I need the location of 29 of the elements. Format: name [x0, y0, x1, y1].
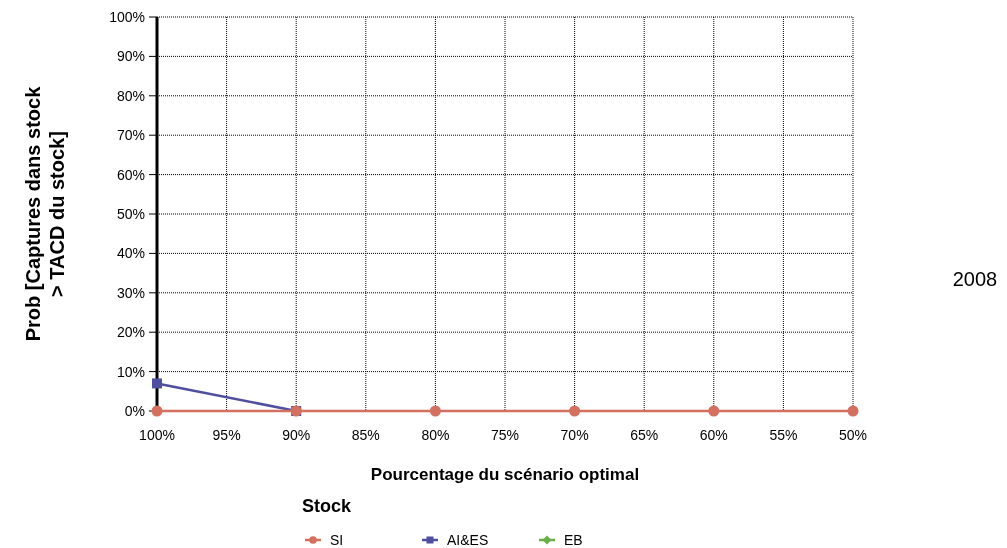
y-tick-label: 0%	[124, 402, 145, 419]
y-tick-label: 100%	[109, 8, 145, 25]
y-tick-label: 50%	[116, 205, 145, 222]
y-tick-label: 70%	[116, 127, 145, 144]
x-tick-label: 55%	[769, 427, 798, 443]
x-tick-label: 85%	[351, 427, 380, 443]
y-tick-label: 90%	[116, 48, 145, 65]
x-tick-label: 70%	[560, 427, 589, 443]
x-tick-label: 75%	[490, 427, 520, 443]
x-tick-label: 95%	[212, 427, 241, 443]
legend-title: Stock	[302, 496, 353, 516]
legend-label: EB	[564, 531, 583, 548]
x-tick-label: 90%	[282, 427, 311, 443]
y-tick-label: 40%	[116, 245, 145, 262]
y-tick-label: 20%	[116, 324, 145, 341]
x-axis-title: Pourcentage du scénario optimal	[370, 465, 640, 484]
x-tick-label: 60%	[699, 427, 728, 443]
legend-label: SI	[330, 531, 344, 548]
text: 2008	[952, 268, 998, 290]
legend-label: AI&ES	[447, 531, 489, 548]
x-tick-label: 65%	[630, 427, 659, 443]
y-tick-label: 10%	[116, 363, 145, 380]
y-tick-label: 60%	[116, 166, 145, 183]
y-axis-title: Prob [Captures dans stock > TACD du stock]	[22, 85, 68, 342]
x-tick-label: 100%	[139, 427, 175, 443]
x-tick-label: 80%	[421, 427, 450, 443]
y-tick-label: 80%	[116, 87, 145, 104]
y-tick-label: 30%	[116, 284, 145, 301]
x-tick-label: 50%	[838, 427, 868, 443]
